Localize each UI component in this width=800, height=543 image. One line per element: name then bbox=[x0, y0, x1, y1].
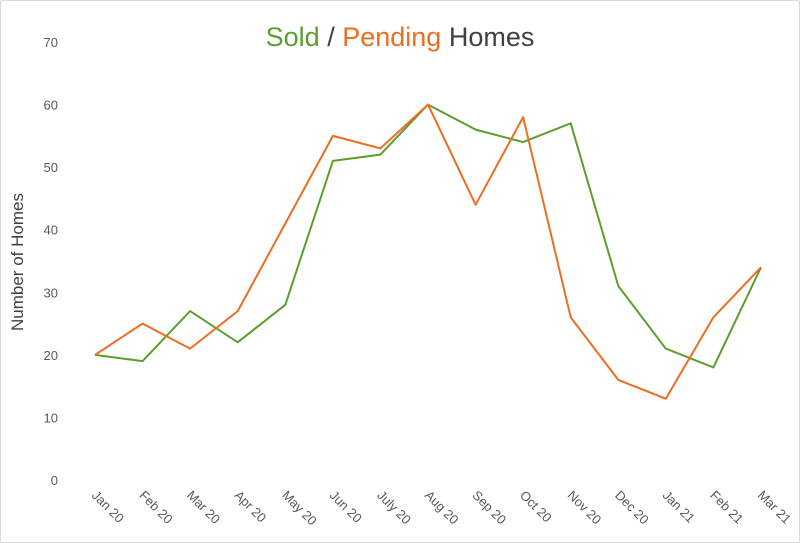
x-tick-label: July 20 bbox=[374, 488, 414, 528]
y-axis-ticks: 0 10 20 30 40 50 60 70 bbox=[44, 35, 58, 488]
title-separator: / bbox=[319, 22, 343, 52]
y-tick-label: 30 bbox=[44, 285, 58, 300]
x-tick-label: Nov 20 bbox=[565, 488, 605, 528]
x-tick-label: Feb 20 bbox=[136, 488, 175, 527]
x-tick-label: Feb 21 bbox=[707, 488, 746, 527]
x-tick-label: Mar 20 bbox=[184, 488, 223, 527]
y-tick-label: 0 bbox=[51, 473, 58, 488]
x-tick-label: Oct 20 bbox=[517, 488, 555, 526]
x-tick-label: Apr 20 bbox=[232, 488, 270, 526]
x-tick-label: Jan 20 bbox=[89, 488, 127, 526]
x-tick-label: May 20 bbox=[279, 488, 320, 529]
y-tick-label: 50 bbox=[44, 160, 58, 175]
series-line-pending bbox=[94, 103, 762, 400]
x-tick-label: Mar 21 bbox=[755, 488, 794, 527]
series-line-sold bbox=[94, 103, 762, 369]
y-axis-label: Number of Homes bbox=[8, 193, 27, 331]
y-tick-label: 10 bbox=[44, 410, 58, 425]
title-homes: Homes bbox=[441, 22, 535, 52]
title-pending: Pending bbox=[342, 22, 442, 52]
x-tick-label: Aug 20 bbox=[422, 488, 462, 528]
y-tick-label: 20 bbox=[44, 348, 58, 363]
y-tick-label: 40 bbox=[44, 223, 58, 238]
title-sold: Sold bbox=[265, 22, 320, 52]
x-tick-label: Jan 21 bbox=[660, 488, 698, 526]
x-tick-label: Dec 20 bbox=[612, 488, 652, 528]
chart-title: Sold / Pending Homes bbox=[0, 22, 800, 53]
y-tick-label: 70 bbox=[44, 35, 58, 50]
x-tick-label: Jun 20 bbox=[327, 488, 365, 526]
x-axis-ticks: Jan 20 Feb 20 Mar 20 Apr 20 May 20 Jun 20 July… bbox=[89, 488, 794, 529]
y-tick-label: 60 bbox=[44, 98, 58, 113]
x-tick-label: Sep 20 bbox=[469, 488, 509, 528]
series-lines bbox=[94, 103, 762, 400]
